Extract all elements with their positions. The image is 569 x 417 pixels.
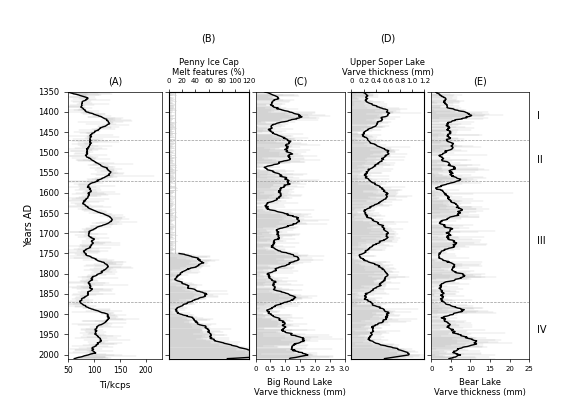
X-axis label: Big Round Lake
Varve thickness (mm): Big Round Lake Varve thickness (mm) [254, 378, 346, 397]
Text: IV: IV [537, 325, 546, 335]
Text: (E): (E) [473, 76, 487, 86]
Text: (A): (A) [108, 76, 122, 86]
Text: I: I [537, 111, 540, 121]
X-axis label: Penny Ice Cap
Melt features (%): Penny Ice Cap Melt features (%) [172, 58, 245, 77]
Text: II: II [537, 156, 543, 166]
Text: (B): (B) [201, 34, 216, 44]
Text: III: III [537, 236, 546, 246]
X-axis label: Ti/kcps: Ti/kcps [99, 381, 131, 390]
Text: (D): (D) [380, 34, 395, 44]
X-axis label: Bear Lake
Varve thickness (mm): Bear Lake Varve thickness (mm) [434, 378, 526, 397]
Text: (C): (C) [293, 76, 307, 86]
Y-axis label: Years AD: Years AD [24, 203, 34, 247]
X-axis label: Upper Soper Lake
Varve thickness (mm): Upper Soper Lake Varve thickness (mm) [342, 58, 434, 77]
